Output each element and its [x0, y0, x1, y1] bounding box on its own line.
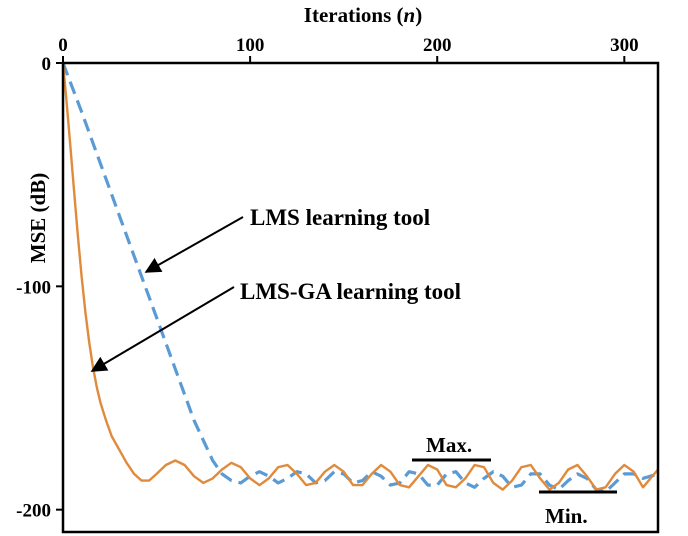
x-axis-label-close: ) — [415, 3, 422, 27]
x-tick-label: 300 — [610, 35, 639, 56]
lms-label: LMS learning tool — [250, 205, 430, 230]
max-label: Max. — [426, 433, 472, 457]
lmsga-label: LMS-GA learning tool — [240, 279, 461, 304]
lmsga-arrow — [90, 286, 235, 372]
x-tick-label: 200 — [423, 35, 452, 56]
x-axis-label-var: n — [404, 3, 416, 27]
annotation-min: Min. — [539, 490, 617, 528]
plot-frame — [61, 61, 660, 534]
y-tick-group: 0 -100 -200 — [16, 54, 63, 522]
x-tick-label: 0 — [58, 35, 68, 56]
lms-arrow — [144, 216, 244, 273]
annotation-max: Max. — [412, 433, 491, 462]
x-tick-label: 100 — [236, 35, 265, 56]
x-axis-label-main: Iterations ( — [304, 3, 404, 27]
y-axis-label: MSE (dB) — [26, 173, 50, 263]
annotation-lms: LMS learning tool — [144, 205, 430, 273]
y-tick-label: 0 — [42, 54, 52, 75]
y-tick-label: -100 — [16, 277, 51, 298]
series-line-lmsga — [61, 62, 659, 491]
x-tick-group: 0 100 200 300 — [58, 35, 639, 63]
min-label: Min. — [545, 504, 588, 528]
x-axis-label: Iterations (n) — [304, 3, 422, 27]
series-group — [61, 62, 659, 494]
y-tick-label: -200 — [16, 501, 51, 522]
series-line-lms — [61, 62, 659, 494]
annotation-lmsga: LMS-GA learning tool — [90, 279, 461, 372]
